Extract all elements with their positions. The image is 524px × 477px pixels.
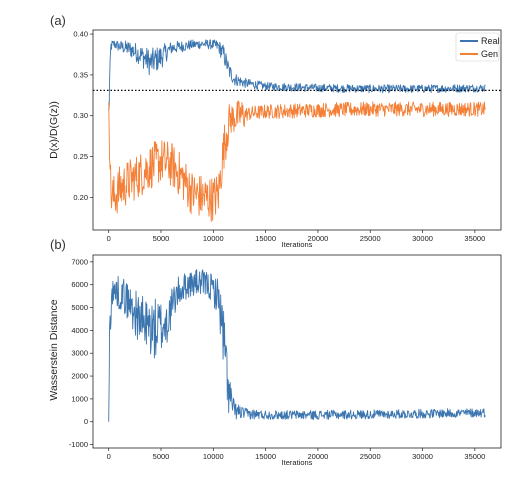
panel-b-ticks: 0 5000 10000 15000 20000 25000 30000 35000-1000… (69, 257, 485, 461)
legend-real-label: Real (481, 36, 500, 46)
series-wasserstein-line (108, 269, 486, 422)
panel-b-label: (b) (50, 237, 66, 252)
panel-b-ylabel: Wasserstein Distance (48, 299, 60, 400)
y-tick-label: 0.30 (73, 111, 88, 120)
y-tick-label: 0 (84, 417, 88, 426)
x-tick-label: 30000 (412, 452, 433, 461)
y-tick-label: 0.40 (73, 30, 88, 39)
x-tick-label: 30000 (412, 234, 433, 243)
y-tick-label: 0.20 (73, 193, 88, 202)
y-tick-label: 1000 (71, 394, 88, 403)
y-tick-label: 4000 (71, 326, 88, 335)
panel-b-frame (92, 254, 502, 449)
x-tick-label: 20000 (307, 452, 328, 461)
x-tick-label: 20000 (307, 234, 328, 243)
panel-b-xlabel: Iterations (282, 458, 313, 467)
panel-a-ylabel: D(x)/D(G(z)) (48, 101, 60, 159)
x-tick-label: 5000 (153, 452, 170, 461)
y-tick-label: 2000 (71, 372, 88, 381)
series-gen-line (108, 100, 486, 222)
x-tick-label: 10000 (203, 452, 224, 461)
panel-a: (a) 0 5000 10000 15000 20000 25000 30000 350000… (48, 13, 502, 249)
panel-a-xlabel: Iterations (282, 240, 313, 249)
y-tick-label: -1000 (69, 440, 88, 449)
y-tick-label: 6000 (71, 280, 88, 289)
panel-b-plot (108, 269, 486, 422)
panel-a-label: (a) (50, 13, 66, 28)
y-tick-label: 7000 (71, 257, 88, 266)
x-tick-label: 35000 (464, 234, 485, 243)
x-tick-label: 0 (107, 234, 111, 243)
legend-gen-label: Gen (481, 49, 498, 59)
y-tick-label: 3000 (71, 349, 88, 358)
y-tick-label: 0.25 (73, 152, 88, 161)
panel-a-ticks: 0 5000 10000 15000 20000 25000 30000 35000 0.20 0… (73, 30, 485, 243)
y-tick-label: 0.35 (73, 70, 88, 79)
panel-a-legend: Real Gen (455, 32, 500, 62)
x-tick-label: 15000 (255, 452, 276, 461)
panel-b: (b) 0 5000 10000 15000 20000 25000 30000 35000-… (48, 237, 502, 467)
panel-a-frame (92, 29, 502, 231)
x-tick-label: 10000 (203, 234, 224, 243)
x-tick-label: 0 (107, 452, 111, 461)
x-tick-label: 15000 (255, 234, 276, 243)
panel-a-plot (93, 39, 501, 222)
x-tick-label: 25000 (360, 452, 381, 461)
x-tick-label: 35000 (464, 452, 485, 461)
x-tick-label: 5000 (153, 234, 170, 243)
y-tick-label: 5000 (71, 303, 88, 312)
x-tick-label: 25000 (360, 234, 381, 243)
series-real-line (108, 39, 486, 111)
